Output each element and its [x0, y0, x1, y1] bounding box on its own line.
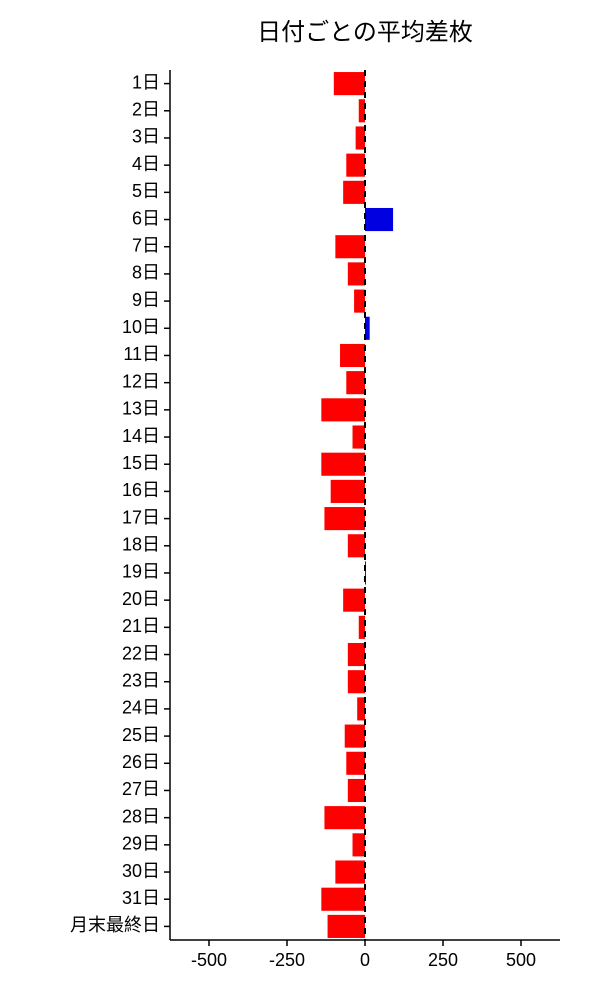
- bar: [346, 154, 365, 177]
- bar: [334, 72, 365, 95]
- x-tick-label: -250: [269, 950, 305, 970]
- y-tick-label: 1日: [132, 72, 160, 92]
- bar: [354, 290, 365, 313]
- y-tick-label: 25日: [122, 725, 160, 745]
- y-tick-label: 14日: [122, 426, 160, 446]
- y-tick-label: 19日: [122, 562, 160, 582]
- y-tick-label: 30日: [122, 861, 160, 881]
- y-tick-label: 4日: [132, 154, 160, 174]
- x-axis: -500 -250 0 250 500: [170, 940, 560, 970]
- x-tick-label: 500: [506, 950, 536, 970]
- bar: [353, 425, 365, 448]
- y-tick-label: 21日: [122, 616, 160, 636]
- y-tick-label: 16日: [122, 480, 160, 500]
- bar: [335, 860, 365, 883]
- y-tick-label: 24日: [122, 698, 160, 718]
- bar: [345, 725, 365, 748]
- y-axis: 1日 2日 3日 4日 5日 6日 7日 8日 9日 10日 11日 12日 13日 14日 15日 16日 1…: [70, 70, 170, 940]
- y-tick-label: 22日: [122, 643, 160, 663]
- bar: [348, 779, 365, 802]
- y-tick-label: 15日: [122, 453, 160, 473]
- bars-group: [321, 72, 393, 938]
- bar: [324, 507, 365, 530]
- y-tick-label: 5日: [132, 181, 160, 201]
- bar: [321, 453, 365, 476]
- chart-svg: 日付ごとの平均差枚 1日 2日 3日 4日 5日 6日 7日 8日 9日 10日 11日 12日 13日…: [0, 0, 600, 1000]
- bar: [343, 181, 365, 204]
- y-tick-label: 31日: [122, 888, 160, 908]
- x-tick-label: 0: [360, 950, 370, 970]
- y-tick-label: 11日: [123, 344, 160, 364]
- y-tick-label: 8日: [132, 263, 160, 283]
- bar: [353, 833, 365, 856]
- y-tick-label: 13日: [122, 399, 160, 419]
- y-tick-label: 3日: [132, 127, 160, 147]
- bar: [331, 480, 365, 503]
- bar: [346, 371, 365, 394]
- y-tick-label: 28日: [122, 806, 160, 826]
- y-tick-label: 9日: [132, 290, 160, 310]
- x-tick-label: 250: [428, 950, 458, 970]
- bar: [348, 643, 365, 666]
- bar: [348, 670, 365, 693]
- bar: [328, 915, 365, 938]
- bar: [343, 589, 365, 612]
- bar: [365, 208, 393, 231]
- y-tick-label: 20日: [122, 589, 160, 609]
- y-tick-label: 12日: [122, 371, 160, 391]
- bar: [340, 344, 365, 367]
- bar: [357, 697, 365, 720]
- y-tick-label: 23日: [122, 670, 160, 690]
- bar: [348, 534, 365, 557]
- chart-title: 日付ごとの平均差枚: [257, 19, 473, 46]
- y-tick-label: 27日: [122, 779, 160, 799]
- x-tick-label: -500: [191, 950, 227, 970]
- y-tick-label: 18日: [122, 535, 160, 555]
- y-tick-label: 2日: [132, 100, 160, 120]
- bar: [321, 888, 365, 911]
- y-tick-label: 6日: [132, 208, 160, 228]
- y-tick-label: 7日: [132, 235, 160, 255]
- y-tick-label: 29日: [122, 834, 160, 854]
- bar: [356, 126, 365, 149]
- y-tick-label: 10日: [122, 317, 160, 337]
- chart-container: 日付ごとの平均差枚 1日 2日 3日 4日 5日 6日 7日 8日 9日 10日 11日 12日 13日…: [0, 0, 600, 1000]
- bar: [324, 806, 365, 829]
- y-tick-label: 17日: [122, 507, 160, 527]
- y-tick-label: 月末最終日: [70, 915, 160, 935]
- bar: [321, 398, 365, 421]
- y-tick-label: 26日: [122, 752, 160, 772]
- bar: [348, 262, 365, 285]
- bar: [335, 235, 365, 258]
- bar: [346, 752, 365, 775]
